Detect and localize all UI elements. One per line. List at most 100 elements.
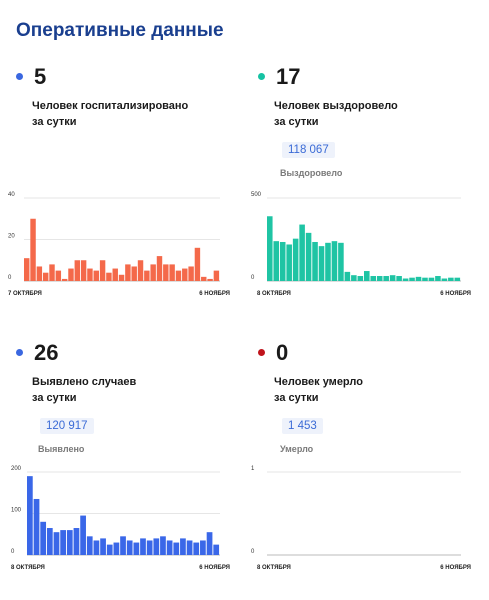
bar bbox=[106, 544, 113, 555]
deaths-value: 0 bbox=[276, 340, 289, 365]
recovered-total-label: Выздоровело bbox=[280, 168, 343, 178]
description-line: за сутки bbox=[32, 116, 77, 128]
bar bbox=[30, 218, 36, 281]
y-tick-label: 200 bbox=[11, 466, 22, 472]
bar bbox=[113, 542, 120, 555]
description-line: Человек госпитализировано bbox=[32, 100, 189, 112]
hospitalized-bar-chart: 0 20 40 7 ОКТЯБРЯ 6 НОЯБРЯ bbox=[8, 192, 230, 297]
description-line: за сутки bbox=[274, 116, 319, 128]
bar bbox=[61, 278, 68, 281]
bar bbox=[376, 276, 383, 281]
recovered-panel: 17 Человек выздоровело за сутки 118 067 … bbox=[258, 64, 489, 184]
description-line: Выявлено случаев bbox=[32, 376, 137, 388]
hospitalized-description: Человек госпитализировано за сутки bbox=[32, 98, 232, 130]
bar bbox=[87, 268, 93, 281]
bar bbox=[182, 268, 188, 281]
bar bbox=[153, 538, 160, 555]
bar bbox=[357, 276, 364, 281]
bar bbox=[112, 268, 118, 281]
bar bbox=[273, 241, 280, 281]
bar bbox=[364, 271, 370, 281]
bar bbox=[140, 538, 146, 555]
bar bbox=[193, 542, 200, 555]
bar bbox=[73, 528, 80, 555]
bar bbox=[370, 276, 377, 281]
bar bbox=[409, 277, 415, 281]
bar bbox=[86, 536, 93, 555]
bar bbox=[175, 270, 182, 281]
bar bbox=[186, 540, 193, 555]
description-line: Человек умерло bbox=[274, 376, 363, 388]
status-dot bbox=[16, 349, 23, 356]
description-line: за сутки bbox=[32, 392, 77, 404]
hospitalized-value: 5 bbox=[34, 64, 47, 89]
bar bbox=[435, 276, 441, 281]
bar bbox=[131, 266, 137, 281]
bar bbox=[207, 278, 213, 281]
detected-total: 120 917 bbox=[40, 418, 94, 434]
bar bbox=[312, 241, 318, 281]
bar bbox=[27, 476, 33, 555]
y-tick-label: 100 bbox=[11, 508, 22, 514]
status-dot bbox=[258, 349, 265, 356]
bar bbox=[40, 521, 47, 555]
y-tick-label: 500 bbox=[251, 192, 262, 198]
description-line: Человек выздоровело bbox=[274, 100, 398, 112]
bar bbox=[441, 278, 448, 281]
status-dot bbox=[16, 73, 23, 80]
bar bbox=[299, 224, 305, 281]
x-end-label: 6 НОЯБРЯ bbox=[440, 291, 471, 297]
detected-panel: 26 Выявлено случаев за сутки 120 917 Выя… bbox=[16, 340, 256, 460]
bar bbox=[448, 277, 454, 281]
bar bbox=[74, 260, 81, 281]
bar bbox=[160, 536, 166, 555]
deaths-description: Человек умерло за сутки bbox=[274, 374, 474, 406]
bar bbox=[201, 276, 207, 281]
bar bbox=[344, 271, 351, 281]
bar bbox=[125, 264, 131, 281]
bar bbox=[173, 542, 180, 555]
bar bbox=[325, 242, 331, 281]
bar bbox=[150, 264, 156, 281]
bar bbox=[286, 244, 292, 281]
bar bbox=[206, 532, 213, 555]
recovered-total: 118 067 bbox=[282, 142, 335, 158]
page-title: Оперативные данные bbox=[16, 20, 224, 41]
hospitalized-panel: 5 Человек госпитализировано за сутки bbox=[16, 64, 256, 184]
x-start-label: 8 ОКТЯБРЯ bbox=[257, 565, 291, 571]
y-tick-label: 0 bbox=[11, 549, 15, 555]
x-start-label: 7 ОКТЯБРЯ bbox=[8, 291, 42, 297]
bar bbox=[169, 264, 175, 281]
bar bbox=[180, 538, 186, 555]
bar bbox=[93, 270, 99, 281]
bar bbox=[100, 538, 106, 555]
bar bbox=[166, 540, 173, 555]
bar bbox=[454, 277, 461, 281]
bar bbox=[415, 276, 422, 281]
bar bbox=[93, 540, 100, 555]
bar bbox=[36, 266, 43, 281]
bar bbox=[396, 276, 402, 281]
bar bbox=[163, 264, 169, 281]
bar bbox=[318, 246, 325, 281]
bar bbox=[389, 275, 396, 281]
bar bbox=[80, 260, 87, 281]
bar bbox=[146, 540, 153, 555]
detected-description: Выявлено случаев за сутки bbox=[32, 374, 232, 406]
bar bbox=[80, 515, 86, 555]
bar bbox=[305, 232, 312, 281]
bar bbox=[156, 256, 163, 281]
description-line: за сутки bbox=[274, 392, 319, 404]
bar bbox=[383, 276, 389, 281]
bar bbox=[137, 260, 144, 281]
bar bbox=[144, 270, 150, 281]
bar bbox=[68, 268, 74, 281]
x-end-label: 6 НОЯБРЯ bbox=[440, 565, 471, 571]
deaths-total: 1 453 bbox=[282, 418, 323, 434]
bar bbox=[46, 528, 53, 555]
y-tick-label: 40 bbox=[8, 192, 15, 198]
x-end-label: 6 НОЯБРЯ bbox=[199, 291, 230, 297]
y-tick-label: 20 bbox=[8, 234, 15, 240]
bar bbox=[126, 540, 133, 555]
bar bbox=[42, 272, 49, 281]
